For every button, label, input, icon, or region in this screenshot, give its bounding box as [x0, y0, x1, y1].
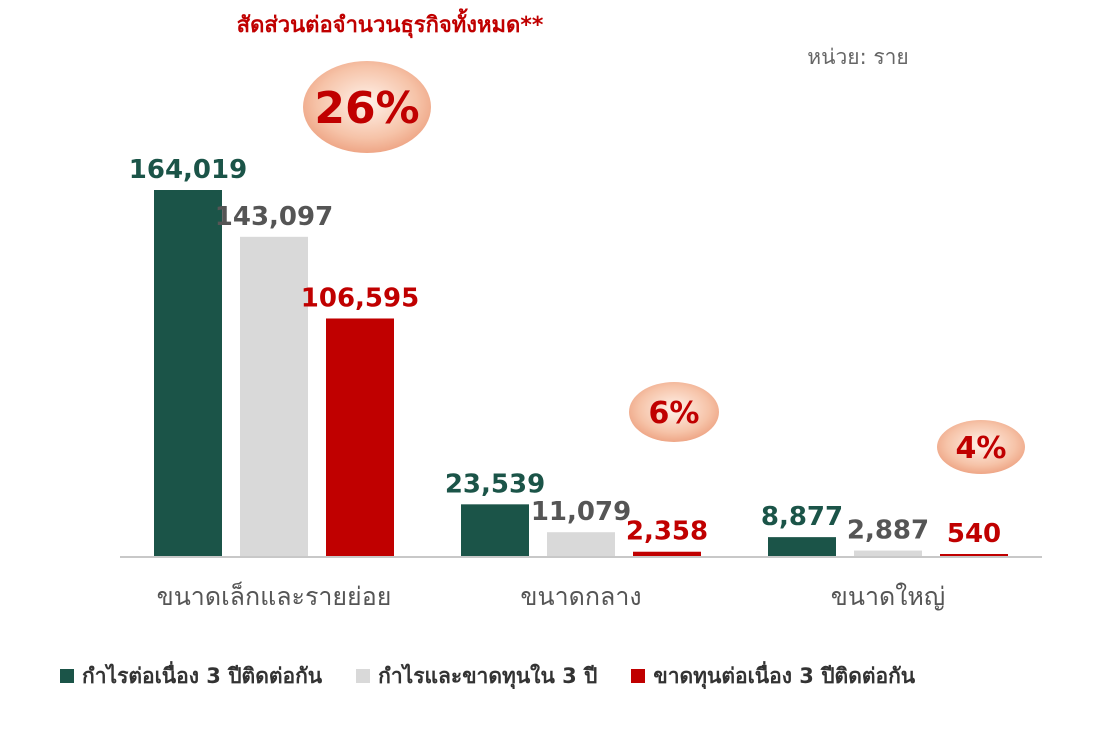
- data-label-2-3: 2,887: [847, 516, 929, 546]
- share-title: สัดส่วนต่อจำนวนธุรกิจทั้งหมด**: [237, 8, 544, 39]
- data-label-2-2: 11,079: [531, 497, 631, 527]
- category-label-2: ขนาดกลาง: [520, 582, 641, 611]
- data-label-3-2: 2,358: [626, 517, 708, 547]
- data-label-3-3: 540: [947, 519, 1001, 549]
- legend: กำไรต่อเนื่อง 3 ปีติดต่อกัน กำไรและขาดทุน…: [60, 658, 1060, 694]
- data-label-1-3: 8,877: [761, 502, 843, 532]
- data-label-3-1: 106,595: [301, 283, 419, 313]
- share-bubble-3: [937, 420, 1025, 474]
- bar-3-2: [633, 551, 701, 557]
- legend-swatch-2: [356, 669, 371, 683]
- bar-2-2: [547, 532, 615, 557]
- bar-1-1: [154, 190, 222, 557]
- data-label-1-2: 23,539: [445, 469, 545, 499]
- share-label-2: 6%: [649, 396, 700, 431]
- legend-label-2: กำไรและขาดทุนใน 3 ปี: [378, 663, 598, 688]
- share-bubble-1: [303, 61, 431, 153]
- bar-2-3: [854, 550, 922, 557]
- bar-3-1: [326, 318, 394, 557]
- legend-swatch-1: [60, 669, 74, 683]
- legend-item-1: กำไรต่อเนื่อง 3 ปีติดต่อกัน: [60, 660, 322, 693]
- share-bubble-2: [629, 382, 719, 442]
- category-label-1: ขนาดเล็กและรายย่อย: [157, 581, 392, 611]
- legend-label-3: ขาดทุนต่อเนื่อง 3 ปีติดต่อกัน: [653, 663, 916, 688]
- bar-2-1: [240, 236, 308, 557]
- data-label-2-1: 143,097: [215, 202, 333, 232]
- legend-swatch-3: [631, 669, 646, 683]
- bar-1-2: [461, 504, 529, 557]
- legend-label-1: กำไรต่อเนื่อง 3 ปีติดต่อกัน: [82, 663, 323, 688]
- bar-3-3: [940, 554, 1008, 557]
- category-label-3: ขนาดใหญ่: [831, 582, 945, 611]
- unit-label: หน่วย: ราย: [807, 45, 908, 69]
- legend-item-2: กำไรและขาดทุนใน 3 ปี: [356, 660, 597, 693]
- legend-item-3: ขาดทุนต่อเนื่อง 3 ปีติดต่อกัน: [631, 660, 915, 693]
- data-label-1-1: 164,019: [129, 155, 247, 185]
- share-label-1: 26%: [314, 83, 419, 134]
- bar-1-3: [768, 537, 836, 557]
- share-label-3: 4%: [956, 431, 1007, 466]
- bar-chart: สัดส่วนต่อจำนวนธุรกิจทั้งหมด** หน่วย: รา…: [120, 8, 1042, 611]
